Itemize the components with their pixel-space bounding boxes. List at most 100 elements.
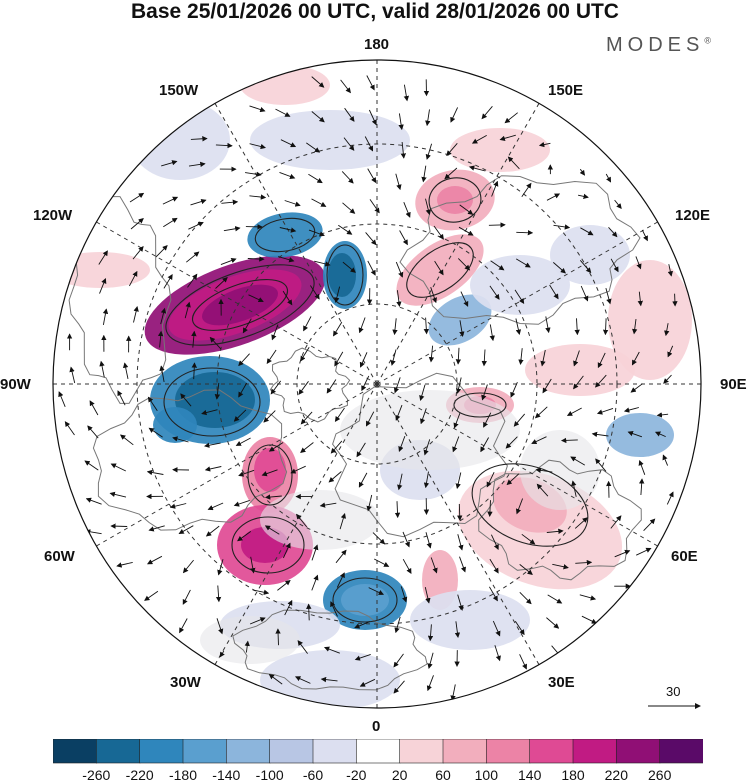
wind-arrow bbox=[190, 198, 207, 206]
wind-arrow bbox=[344, 107, 355, 122]
colorbar bbox=[53, 739, 703, 764]
wind-arrow bbox=[468, 165, 486, 172]
wind-arrow bbox=[277, 579, 291, 591]
wind-arrow bbox=[358, 317, 366, 334]
wind-arrow bbox=[489, 285, 500, 300]
wind-arrow bbox=[311, 111, 325, 123]
wind-arrow bbox=[454, 621, 461, 638]
wind-arrow bbox=[614, 199, 622, 210]
wind-arrow bbox=[457, 594, 464, 611]
wind-arrow bbox=[308, 229, 325, 237]
wind-arrow bbox=[233, 499, 250, 507]
wind-arrow bbox=[450, 684, 456, 701]
wind-arrow bbox=[605, 287, 612, 305]
wind-arrow bbox=[390, 349, 397, 366]
wind-arrow bbox=[201, 409, 218, 416]
wind-arrow bbox=[459, 556, 466, 573]
wind-arrow bbox=[535, 467, 553, 474]
wind-arrow bbox=[450, 107, 459, 123]
wind-arrow bbox=[504, 112, 518, 124]
wind-arrow bbox=[515, 258, 531, 268]
wind-arrow bbox=[188, 161, 206, 168]
wind-arrow bbox=[368, 109, 377, 126]
wind-arrow bbox=[514, 620, 525, 636]
wind-arrow bbox=[423, 439, 431, 456]
wind-arrow bbox=[191, 330, 197, 348]
wind-arrow bbox=[397, 473, 403, 491]
wind-arrow bbox=[190, 136, 208, 142]
wind-arrow bbox=[481, 384, 488, 401]
wind-arrow bbox=[425, 109, 431, 127]
wind-arrow bbox=[546, 528, 564, 535]
wind-arrow bbox=[204, 442, 221, 448]
contour bbox=[428, 177, 482, 223]
wind-arrow bbox=[452, 436, 460, 453]
wind-arrow bbox=[343, 137, 355, 151]
wind-arrow bbox=[394, 616, 401, 634]
wind-arrow bbox=[573, 375, 584, 390]
wind-arrow bbox=[546, 617, 560, 629]
wind-arrow bbox=[423, 317, 430, 335]
wind-arrow bbox=[608, 227, 618, 238]
wind-arrow bbox=[426, 675, 434, 692]
wind-arrow bbox=[110, 463, 126, 472]
wind-arrow bbox=[89, 400, 99, 416]
wind-arrow bbox=[336, 572, 345, 588]
wind-arrow bbox=[457, 258, 471, 271]
wind-arrow bbox=[672, 293, 678, 307]
label-60e: 60E bbox=[671, 548, 698, 565]
wind-arrow bbox=[570, 456, 586, 466]
wind-arrow bbox=[306, 603, 312, 621]
wind-arrow bbox=[188, 221, 204, 230]
meridian-line bbox=[376, 383, 540, 665]
neutral-patch bbox=[340, 390, 520, 470]
registered-mark: ® bbox=[704, 35, 711, 46]
wind-arrow bbox=[459, 204, 474, 215]
coastline bbox=[478, 459, 642, 581]
wind-arrow bbox=[471, 135, 487, 144]
wind-arrow bbox=[161, 160, 178, 167]
wind-arrow bbox=[578, 193, 589, 200]
wind-arrow bbox=[597, 352, 606, 369]
colorbar-tick-label: 60 bbox=[435, 767, 451, 783]
wind-arrow bbox=[215, 585, 222, 603]
wind-arrow bbox=[182, 559, 194, 574]
wind-arrow bbox=[359, 678, 376, 687]
wind-arrow bbox=[596, 407, 614, 415]
wind-arrow bbox=[238, 353, 250, 367]
wind-arrow bbox=[481, 106, 493, 120]
label-60w: 60W bbox=[44, 548, 75, 565]
wind-arrow bbox=[430, 557, 438, 574]
wind-arrow bbox=[398, 435, 406, 452]
wind-arrow bbox=[519, 591, 532, 605]
wind-arrow bbox=[455, 377, 462, 394]
colorbar-swatch bbox=[312, 739, 358, 764]
wind-arrow bbox=[667, 345, 674, 358]
wind-arrow bbox=[249, 617, 266, 625]
wind-arrow bbox=[306, 142, 321, 153]
wind-arrow bbox=[219, 650, 225, 658]
wind-arrow bbox=[486, 472, 495, 488]
anomaly-patch bbox=[450, 128, 550, 172]
wind-arrow bbox=[400, 586, 408, 603]
wind-arrow bbox=[421, 165, 427, 183]
coastline bbox=[68, 196, 172, 404]
wind-arrow bbox=[488, 222, 506, 228]
wind-arrow bbox=[395, 173, 402, 191]
wind-arrow bbox=[249, 143, 266, 150]
wind-arrow bbox=[546, 193, 561, 201]
wind-arrow bbox=[594, 374, 607, 388]
wind-arrow bbox=[109, 491, 127, 498]
wind-arrow bbox=[574, 517, 588, 529]
wind-arrow bbox=[333, 321, 343, 337]
wind-arrow bbox=[393, 377, 401, 394]
wind-arrow bbox=[310, 285, 320, 300]
wind-arrow bbox=[372, 532, 386, 545]
contour bbox=[191, 279, 289, 331]
graticule bbox=[53, 60, 701, 708]
wind-arrow bbox=[367, 260, 376, 276]
meridian-line bbox=[376, 221, 658, 385]
wind-arrow bbox=[505, 436, 518, 449]
wind-arrow bbox=[420, 408, 427, 425]
